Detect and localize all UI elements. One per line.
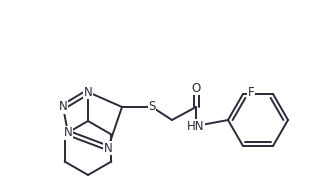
- Text: F: F: [248, 86, 254, 99]
- Text: HN: HN: [187, 119, 205, 132]
- Text: O: O: [191, 81, 201, 94]
- Text: N: N: [104, 142, 112, 155]
- Text: S: S: [148, 100, 156, 113]
- Text: N: N: [58, 100, 67, 113]
- Text: N: N: [64, 126, 72, 140]
- Text: N: N: [84, 86, 92, 99]
